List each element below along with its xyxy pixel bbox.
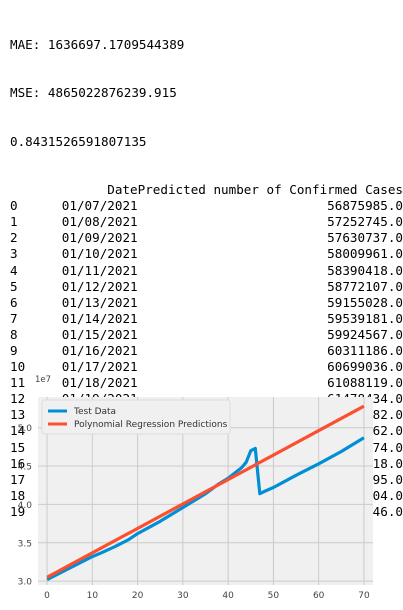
row-date: 01/13/2021 (61, 294, 138, 310)
table-row: 0 01/07/2021 56875985.0 (10, 198, 403, 214)
row-index: 6 (10, 294, 18, 310)
row-index: 14 (10, 423, 26, 439)
row-prediction: 56875985.0 (327, 198, 403, 214)
y-tick-label: 4.0 (18, 501, 33, 511)
row-date: 01/15/2021 (61, 326, 138, 342)
row-date: 01/10/2021 (61, 246, 138, 262)
date-header: Date (107, 182, 138, 198)
score-text: 0.8431526591807135 (10, 133, 147, 149)
row-index: 15 (10, 439, 26, 455)
mse-text: MSE: 4865022876239.915 (10, 85, 177, 101)
row-date: 01/08/2021 (61, 214, 138, 230)
x-tick-label: 30 (177, 591, 189, 601)
table-row: 3 01/10/2021 58009961.0 (10, 246, 403, 262)
row-index: 4 (10, 262, 18, 278)
line-chart: 3.0 3.5 4.0 4.5 5.0 0 10 20 30 40 50 60 70 1e7 Test Da… (18, 375, 373, 601)
y-tick-label: 3.0 (18, 578, 33, 588)
row-index: 8 (10, 326, 18, 342)
row-date: 01/09/2021 (61, 230, 138, 246)
row-index: 1 (10, 214, 18, 230)
legend-box (41, 399, 231, 435)
row-prediction: 58009961.0 (327, 246, 403, 262)
row-date: 01/07/2021 (61, 198, 138, 214)
y-tick-label: 5.0 (18, 424, 33, 434)
x-tick-label: 0 (44, 591, 50, 601)
y-tick-label: 3.5 (18, 539, 32, 549)
row-index: 2 (10, 230, 18, 246)
row-index: 17 (10, 471, 26, 487)
row-index: 3 (10, 246, 18, 262)
row-prediction: 60311186.0 (327, 342, 403, 358)
table-row: 11 01/18/2021 61088119.0 (10, 375, 403, 391)
row-index: 5 (10, 278, 18, 294)
row-prediction: 57630737.0 (327, 230, 403, 246)
row-index: 12 (10, 391, 26, 407)
series-line-2 (46, 404, 365, 579)
row-index: 16 (10, 455, 26, 471)
table-row: 7 01/14/2021 59539181.0 (10, 311, 403, 327)
legend-label: Polynomial Regression Predictions (74, 420, 228, 430)
row-prediction: 59155028.0 (327, 294, 403, 310)
table-row: 8 01/15/2021 59924567.0 (10, 327, 403, 343)
row-index: 13 (10, 407, 26, 423)
row-prediction: 60699036.0 (327, 359, 403, 375)
table-row: 2 01/09/2021 57630737.0 (10, 230, 403, 246)
row-date: 01/18/2021 (61, 375, 138, 391)
row-index: 18 (10, 487, 26, 503)
row-prediction: 59539181.0 (327, 310, 403, 326)
index-header (10, 182, 38, 198)
x-tick-label: 50 (268, 591, 280, 601)
row-prediction: 58772107.0 (327, 278, 403, 294)
row-date: 01/16/2021 (61, 342, 138, 358)
row-index: 0 (10, 198, 18, 214)
row-prediction: 57252745.0 (327, 214, 403, 230)
x-tick-label: 40 (222, 591, 234, 601)
row-index: 9 (10, 342, 18, 358)
table-row: 4 01/11/2021 58390418.0 (10, 263, 403, 279)
row-index: 11 (10, 375, 26, 391)
table-row: 6 01/13/2021 59155028.0 (10, 295, 403, 311)
row-index: 10 (10, 359, 26, 375)
row-date: 01/14/2021 (61, 310, 138, 326)
row-index: 19 (10, 503, 26, 519)
table-row: 9 01/16/2021 60311186.0 (10, 343, 403, 359)
y-scale-label: 1e7 (35, 375, 51, 385)
row-date: 01/12/2021 (61, 278, 138, 294)
row-prediction: 61088119.0 (327, 375, 403, 391)
y-tick-label: 4.5 (18, 463, 32, 473)
mae-text: MAE: 1636697.1709544389 (10, 37, 185, 53)
x-tick-label: 20 (132, 591, 144, 601)
table-row: 5 01/12/2021 58772107.0 (10, 279, 403, 295)
prediction-header: Predicted number of Confirmed Cases (137, 182, 403, 198)
chart-container: 3.0 3.5 4.0 4.5 5.0 0 10 20 30 40 50 60 70 1e7 Test Da… (0, 372, 403, 606)
row-date: 01/11/2021 (61, 262, 138, 278)
x-tick-label: 60 (313, 591, 325, 601)
row-prediction: 58390418.0 (327, 262, 403, 278)
table-row: 1 01/08/2021 57252745.0 (10, 214, 403, 230)
legend-label: Test Data (73, 407, 116, 417)
row-date: 01/17/2021 (61, 359, 138, 375)
table-header-row: Date Predicted number of Confirmed Cases (10, 182, 403, 198)
row-prediction: 59924567.0 (327, 326, 403, 342)
row-index: 7 (10, 310, 18, 326)
x-tick-label: 70 (358, 591, 370, 601)
table-row: 10 01/17/2021 60699036.0 (10, 359, 403, 375)
x-tick-label: 10 (87, 591, 99, 601)
